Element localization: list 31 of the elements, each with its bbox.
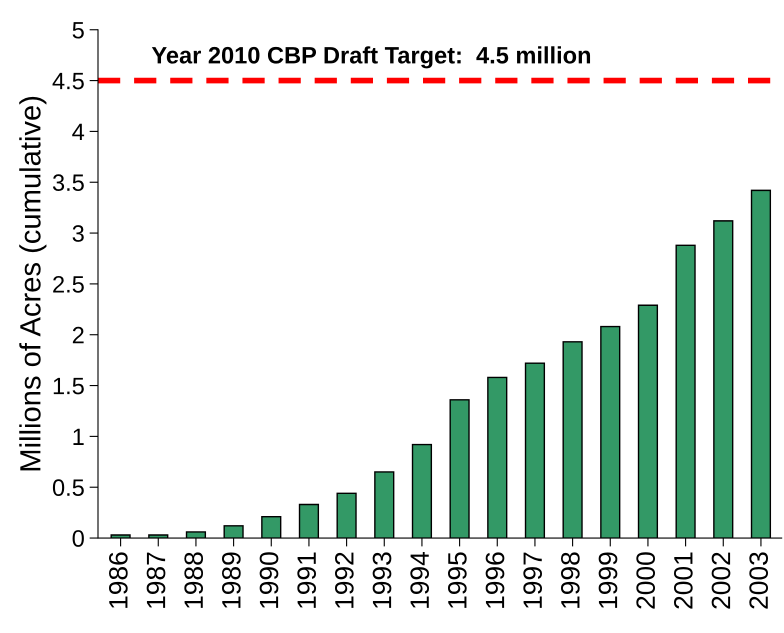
x-tick-label: 2002 [712,552,730,609]
y-tick-label: 2 [72,326,84,344]
x-tick-label: 1996 [486,552,504,608]
x-tick-label: 1991 [297,552,316,608]
x-tick-label: 1990 [260,552,278,608]
x-tick-label: 1998 [560,552,580,608]
y-tick-label: 4.5 [52,72,84,90]
y-tick-label: 1.5 [54,378,84,394]
x-tick-label: 1995 [448,552,467,608]
y-tick-label: 4 [72,124,84,140]
x-tick-label: 1986 [108,552,128,608]
x-tick-label: 1997 [523,552,542,608]
y-tick-label: 5 [72,22,84,39]
x-tick-label: 1993 [372,552,392,608]
y-tick-label: 0 [72,530,84,547]
y-tick-label: 2.5 [53,276,84,293]
x-tick-label: 1992 [334,552,354,608]
x-tick-label: 1987 [146,552,166,608]
x-tick-label: 2001 [674,552,693,609]
y-axis-title: Millions of Acres (cumulative) [19,96,46,470]
x-tick-label: 1994 [410,552,430,608]
ref-line-label: Year 2010 CBP Draft Target: 4.5 million [152,46,590,68]
y-tick-label: 3.5 [52,174,84,192]
y-tick-label: 0.5 [52,479,84,496]
x-tick-label: 2003 [749,552,768,609]
x-tick-label: 1988 [184,552,204,608]
y-tick-label: 1 [73,428,84,445]
x-tick-label: 1989 [222,552,241,608]
y-tick-label: 3 [72,225,84,242]
x-tick-label: 1999 [598,552,618,608]
x-tick-label: 2000 [636,552,656,609]
